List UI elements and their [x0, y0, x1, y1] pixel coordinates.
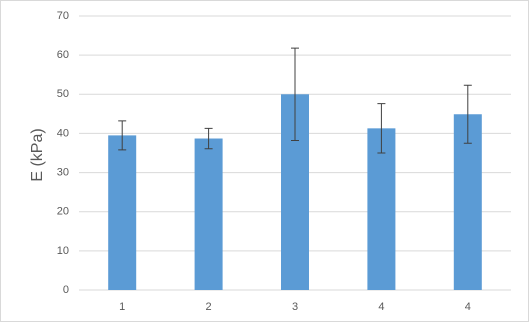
y-tick-label: 70: [57, 10, 69, 22]
bar: [108, 135, 137, 290]
y-tick-label: 40: [57, 127, 69, 139]
x-tick-label: 2: [206, 301, 212, 313]
x-tick-label: 4: [465, 301, 471, 313]
y-tick-label: 30: [57, 166, 69, 178]
bar: [367, 128, 396, 290]
x-tick-label: 4: [378, 301, 384, 313]
error-bar: [118, 120, 127, 151]
y-axis-label: E (kPa): [29, 128, 46, 181]
y-tick-label: 20: [57, 206, 69, 218]
bar: [194, 138, 223, 290]
y-tick-label: 10: [57, 245, 69, 257]
x-tick-label: 1: [119, 301, 125, 313]
error-bar: [377, 103, 386, 154]
y-tick-label: 0: [63, 284, 69, 296]
y-tick-label: 60: [57, 49, 69, 61]
y-tick-label: 50: [57, 88, 69, 100]
error-bar: [204, 127, 213, 150]
x-tick-label: 3: [292, 301, 298, 313]
error-bar: [291, 47, 299, 141]
error-bar: [463, 84, 472, 144]
